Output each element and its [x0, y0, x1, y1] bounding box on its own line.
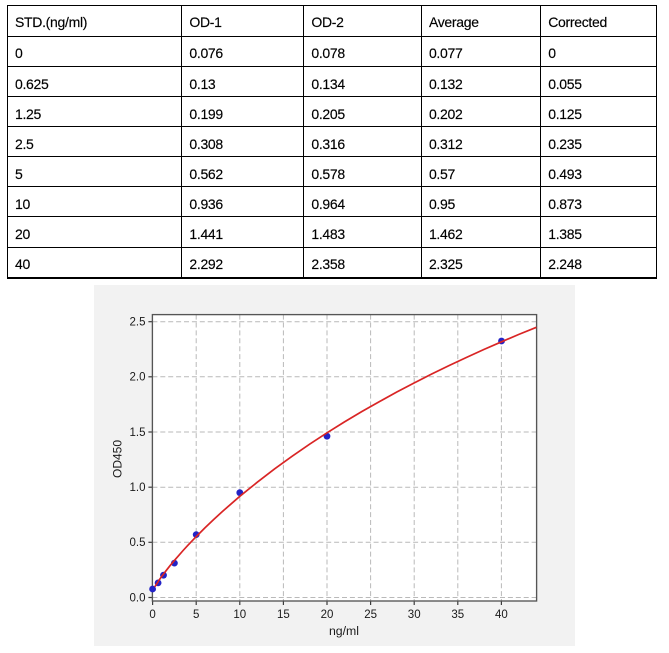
svg-text:0: 0	[149, 609, 155, 621]
svg-text:2.5: 2.5	[130, 316, 146, 328]
svg-text:ng/ml: ng/ml	[329, 623, 359, 637]
svg-text:15: 15	[277, 609, 290, 621]
svg-text:5: 5	[193, 609, 199, 621]
svg-text:30: 30	[408, 609, 421, 621]
svg-text:25: 25	[364, 609, 377, 621]
svg-text:0.5: 0.5	[130, 537, 146, 549]
svg-text:1.0: 1.0	[130, 482, 146, 494]
svg-text:OD450: OD450	[111, 439, 125, 477]
svg-text:35: 35	[451, 609, 464, 621]
svg-text:0.0: 0.0	[130, 592, 146, 604]
svg-text:40: 40	[495, 609, 508, 621]
svg-text:10: 10	[233, 609, 246, 621]
svg-text:20: 20	[321, 609, 334, 621]
svg-text:2.0: 2.0	[130, 371, 146, 383]
svg-text:1.5: 1.5	[130, 427, 146, 439]
